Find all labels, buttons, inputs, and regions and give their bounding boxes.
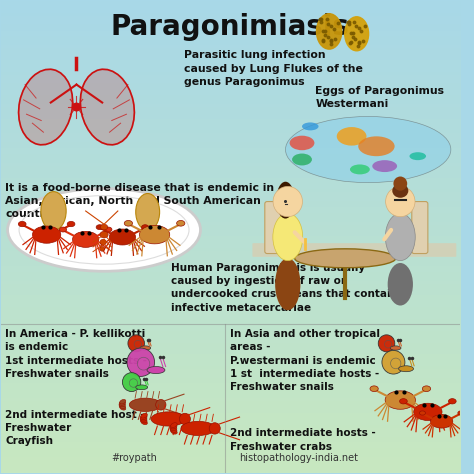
Ellipse shape [136,193,160,230]
Ellipse shape [100,224,108,230]
FancyBboxPatch shape [265,201,281,254]
Ellipse shape [100,246,105,251]
Ellipse shape [105,227,112,232]
Circle shape [73,103,80,111]
FancyBboxPatch shape [412,201,428,254]
Ellipse shape [385,213,415,261]
Ellipse shape [119,403,126,407]
Ellipse shape [41,191,66,230]
Ellipse shape [109,229,136,245]
Ellipse shape [73,231,99,247]
Text: Paragonimiasis: Paragonimiasis [111,12,350,40]
Ellipse shape [358,137,395,156]
Ellipse shape [276,182,295,219]
Ellipse shape [422,386,430,392]
Text: 2nd intermediate hosts -
Freshwater crabs: 2nd intermediate hosts - Freshwater crab… [230,428,376,452]
Circle shape [127,348,155,376]
Ellipse shape [275,258,301,310]
Ellipse shape [96,225,103,229]
Ellipse shape [100,239,106,245]
Text: histopathology-india.net: histopathology-india.net [239,453,358,463]
Ellipse shape [119,401,126,405]
Ellipse shape [345,17,369,51]
Text: #roypath: #roypath [111,453,157,463]
Ellipse shape [350,164,370,174]
Ellipse shape [458,411,464,415]
Circle shape [393,176,407,191]
Ellipse shape [273,213,303,261]
Ellipse shape [140,417,147,421]
Ellipse shape [292,154,312,165]
Ellipse shape [399,366,413,372]
Circle shape [122,373,141,392]
Ellipse shape [410,152,426,160]
Circle shape [128,335,145,352]
Text: In America - P. kellikotti
is endemic
1st intermediate hosts -
Freshwater snails: In America - P. kellikotti is endemic 1s… [5,329,147,379]
Ellipse shape [140,419,147,423]
Ellipse shape [448,399,456,404]
Ellipse shape [141,413,147,418]
Ellipse shape [414,403,442,420]
Ellipse shape [290,136,314,150]
Ellipse shape [295,249,396,268]
Ellipse shape [392,183,408,198]
Ellipse shape [124,220,133,226]
Ellipse shape [337,127,366,146]
Ellipse shape [136,385,148,390]
Ellipse shape [129,398,162,411]
Ellipse shape [81,69,134,145]
Ellipse shape [171,429,177,434]
Ellipse shape [59,227,66,232]
Ellipse shape [33,226,61,243]
Ellipse shape [171,423,177,428]
Ellipse shape [370,386,378,392]
Ellipse shape [170,428,177,432]
Ellipse shape [179,413,191,425]
Ellipse shape [141,420,147,425]
Ellipse shape [170,426,177,430]
Ellipse shape [388,263,413,306]
Text: It is a food-borne disease that is endemic in
Asian, African, North and South Am: It is a food-borne disease that is endem… [5,182,274,219]
Ellipse shape [390,346,401,350]
Text: In Asia and other tropical
areas -
P.westermani is endemic
1 st  intermediate ho: In Asia and other tropical areas - P.wes… [230,329,380,392]
Ellipse shape [151,412,186,426]
Ellipse shape [181,421,215,436]
Ellipse shape [142,225,149,229]
Circle shape [378,335,395,352]
Ellipse shape [140,346,151,350]
Ellipse shape [119,404,126,409]
Ellipse shape [419,411,426,415]
Ellipse shape [147,366,165,374]
Text: Parasitic lung infection
caused by Lung Flukes of the
genus Paragonimus: Parasitic lung infection caused by Lung … [184,50,363,87]
Circle shape [386,186,415,217]
Text: 2nd intermediate host -
Freshwater
Crayfish: 2nd intermediate host - Freshwater Crayf… [5,410,145,446]
Ellipse shape [18,69,73,145]
Text: Human Paragonimiasis is usually
caused by ingestion of raw or
undercooked crusta: Human Paragonimiasis is usually caused b… [171,263,398,312]
Ellipse shape [430,415,453,428]
Ellipse shape [400,399,407,404]
Text: Eggs of Paragonimus
Westermani: Eggs of Paragonimus Westermani [315,86,444,109]
Ellipse shape [140,415,147,419]
Ellipse shape [139,226,170,244]
Ellipse shape [18,221,26,227]
Ellipse shape [302,122,319,130]
Ellipse shape [317,14,342,49]
Ellipse shape [209,423,220,434]
Ellipse shape [67,221,75,227]
Ellipse shape [285,117,451,182]
Ellipse shape [100,231,108,238]
Ellipse shape [119,400,126,404]
Ellipse shape [170,425,177,429]
FancyBboxPatch shape [253,243,456,257]
Ellipse shape [155,400,166,410]
Ellipse shape [119,406,126,410]
Circle shape [382,350,405,374]
Ellipse shape [177,220,185,226]
Ellipse shape [372,160,397,172]
Ellipse shape [385,391,416,409]
Ellipse shape [8,189,201,271]
Circle shape [273,186,302,217]
